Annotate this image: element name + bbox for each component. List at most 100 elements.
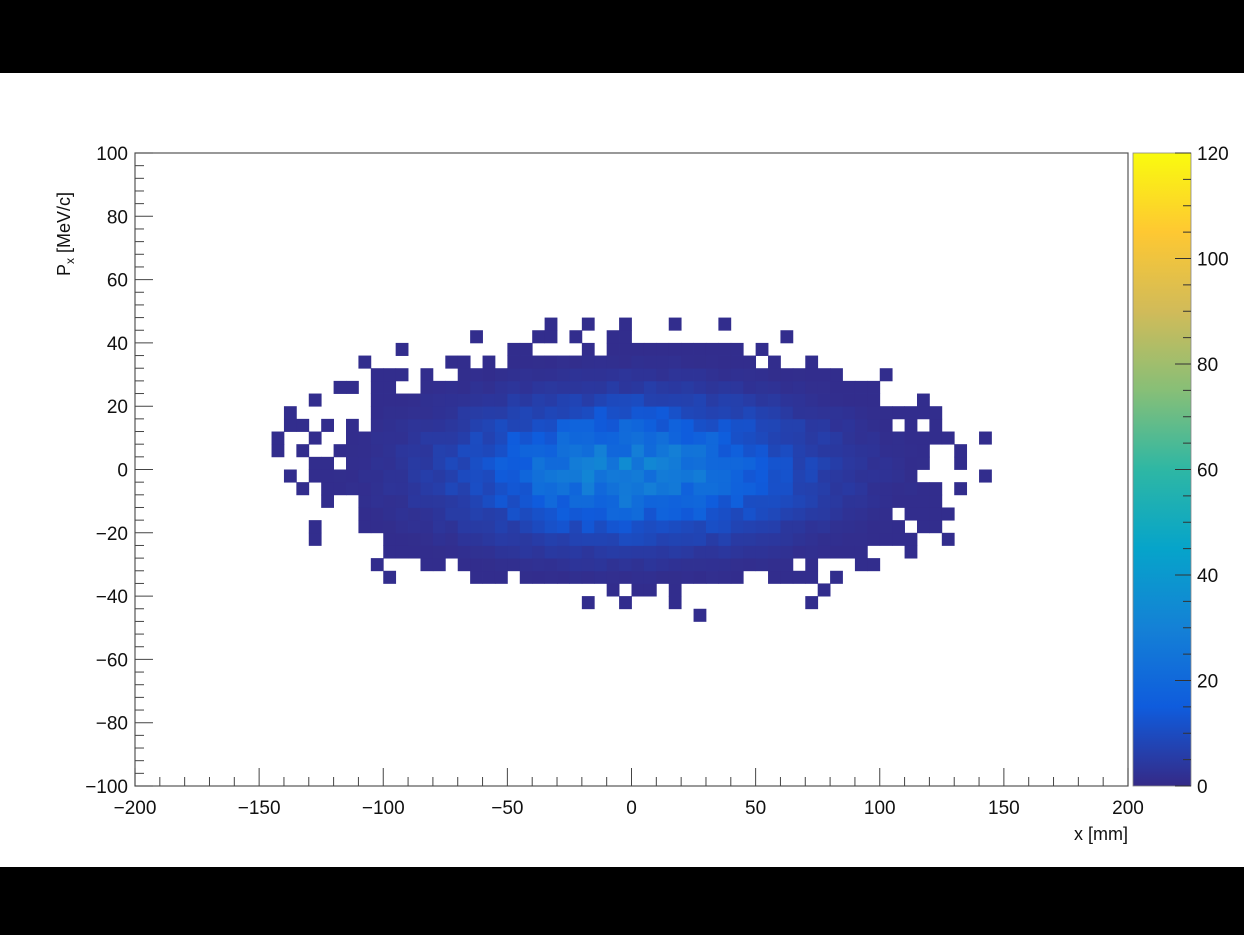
histogram-bin [805,431,819,445]
histogram-bin [581,317,595,331]
histogram-bin [631,431,645,445]
histogram-bin [892,444,905,458]
histogram-bin [631,355,645,369]
histogram-bin [457,520,471,534]
histogram-bin [631,342,645,356]
histogram-bin [904,482,918,496]
histogram-bin [308,431,322,445]
y-axis-tick-labels: −100 −80 −60 −40 −20 0 20 40 60 80 100 [85,144,128,798]
histogram-bin [743,532,757,546]
histogram-bins [271,317,992,622]
histogram-bin [532,456,546,470]
histogram-bin [792,532,806,546]
x-tick-label: 150 [988,798,1020,819]
histogram-bin [507,494,521,508]
histogram-bin [718,494,732,508]
histogram-bin [619,558,632,572]
histogram-bin [743,507,757,521]
histogram-bin [879,368,893,382]
histogram-bin [867,494,881,508]
histogram-bin [358,444,372,458]
histogram-bin [519,355,533,369]
histogram-bin [408,431,421,445]
histogram-bin [470,393,483,407]
histogram-bin [718,482,732,496]
histogram-bin [606,418,620,432]
histogram-bin [581,444,595,458]
y-tick-label: 60 [107,271,128,292]
histogram-bin [569,393,583,407]
histogram-bin [569,406,583,420]
histogram-bin [470,456,483,470]
histogram-bin [395,431,409,445]
histogram-bin [557,545,570,559]
histogram-bin [457,406,471,420]
histogram-bin [557,494,570,508]
histogram-bin [954,482,968,496]
histogram-bin [445,456,459,470]
histogram-bin [557,482,570,496]
histogram-bin [867,431,881,445]
histogram-bin [532,494,546,508]
histogram-bin [755,368,769,382]
histogram-bin [718,570,732,584]
histogram-bin [718,368,732,382]
histogram-bin [283,469,297,483]
y-tick-label: −60 [96,650,128,671]
histogram-bin [643,406,657,420]
histogram-bin [544,368,558,382]
histogram-bin [370,469,384,483]
histogram-bin [532,570,546,584]
histogram-bin [805,469,819,483]
y-tick-label: −20 [96,524,128,545]
histogram-bin [755,393,769,407]
histogram-bin [743,431,757,445]
histogram-bin [457,355,471,369]
histogram-bin [730,545,744,559]
histogram-bin [594,444,608,458]
histogram-bin [420,444,434,458]
histogram-bin [606,583,620,597]
histogram-bin [681,532,694,546]
histogram-bin [557,393,570,407]
histogram-bin [619,482,632,496]
histogram-bin [557,469,570,483]
y-axis-title-subscript: x [63,258,77,264]
histogram-bin [780,444,794,458]
histogram-bin [643,444,657,458]
histogram-bin [656,532,670,546]
histogram-bin [755,431,769,445]
histogram-bin [730,342,744,356]
histogram-bin [954,456,968,470]
histogram-bin [879,520,893,534]
histogram-bin [494,418,508,432]
histogram-bin [904,431,918,445]
color-scale-tick-label: 20 [1197,672,1218,693]
histogram-bin [606,570,620,584]
histogram-bin [569,507,583,521]
histogram-bin [755,545,769,559]
histogram-bin [705,507,719,521]
histogram-bin [346,418,359,432]
histogram-bin [383,418,397,432]
histogram-bin [619,393,632,407]
histogram-bin [544,507,558,521]
histogram-bin [594,431,608,445]
histogram-bin [755,558,769,572]
histogram-bin [668,355,682,369]
histogram-bin [842,545,856,559]
histogram-bin [668,431,682,445]
histogram-bin [892,494,905,508]
bottom-letterbox-bar [0,867,1244,935]
histogram-bin [420,368,434,382]
histogram-bin [643,494,657,508]
histogram-bin [296,418,310,432]
histogram-bin [817,507,831,521]
histogram-bin [681,456,694,470]
histogram-bin [892,406,905,420]
histogram-bin [445,444,459,458]
histogram-bin [507,431,521,445]
histogram-bin [643,431,657,445]
histogram-bin [656,494,670,508]
histogram-bin [581,494,595,508]
